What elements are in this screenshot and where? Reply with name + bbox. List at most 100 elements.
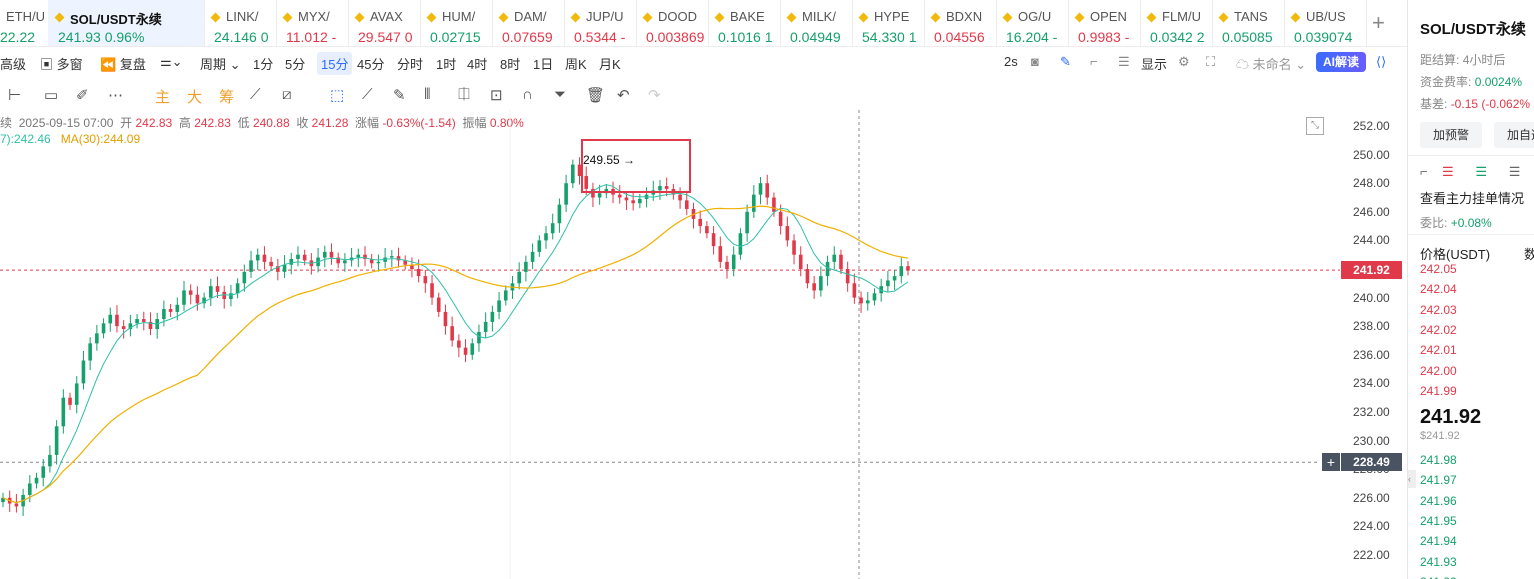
interval-button[interactable]: 月K (599, 57, 621, 72)
bid-price[interactable]: 241.97 (1420, 473, 1457, 488)
symbol-tab[interactable]: DAM/0.07659 (492, 0, 565, 46)
interval-button[interactable]: 8时 (500, 57, 521, 72)
symbol-tab[interactable]: MILK/0.04949 (780, 0, 853, 46)
ask-price[interactable]: 241.99 (1420, 383, 1457, 398)
symbol-tab[interactable]: MYX/11.012 - (276, 0, 349, 46)
ask-price[interactable]: 242.03 (1420, 302, 1457, 317)
candlestick-chart[interactable] (0, 110, 1407, 579)
interval-button[interactable]: 周K (565, 57, 587, 72)
refresh-rate[interactable]: 2s (1004, 54, 1018, 69)
interval-button[interactable]: 4时 (467, 57, 488, 72)
symbol-tab[interactable]: LINK/24.146 0 (204, 0, 277, 46)
candle-body (222, 291, 227, 300)
symbol-tab[interactable]: FLM/U 0.0342 2 (1140, 0, 1213, 46)
trash-icon[interactable]: 🗑 (586, 87, 606, 104)
fib-icon[interactable]: ✎ (393, 87, 406, 104)
symbol-tab[interactable]: AVAX 29.547 0 (348, 0, 421, 46)
symbol-tab[interactable]: HYPE 54.330 1 (852, 0, 925, 46)
bid-price[interactable]: 241.93 (1420, 554, 1457, 569)
ask-price[interactable]: 242.02 (1420, 322, 1457, 337)
orderbook-mode-icons[interactable]: ⌐ ☰ ☰ ☰ (1420, 164, 1521, 179)
period-dropdown[interactable]: 周期 ⌄ (200, 57, 241, 72)
symbol-tab[interactable]: JUP/U 0.5344 - (564, 0, 637, 46)
candle-body (255, 254, 260, 261)
candle-body (229, 293, 233, 300)
cursor-icon[interactable]: ⬚ (330, 87, 345, 104)
redo-icon[interactable]: ↷ (648, 87, 661, 104)
layout-dropdown[interactable]: ☁ 未命名 ⌄ (1236, 57, 1307, 72)
crosshair-add-icon[interactable]: + (1322, 453, 1340, 472)
add-watchlist-button[interactable]: 加自选 (1494, 122, 1534, 148)
settings-icon[interactable]: ⚙ (1178, 54, 1190, 69)
candle-body (738, 233, 743, 255)
symbol-tab[interactable]: HUM/0.02715 (420, 0, 493, 46)
bid-price[interactable]: 241.94 (1420, 534, 1457, 549)
magnet-icon[interactable]: ∩ (522, 86, 533, 103)
bid-price[interactable]: 241.98 (1420, 453, 1457, 467)
add-tab-icon[interactable]: + (1372, 10, 1385, 35)
note-icon[interactable]: ⌐ (1090, 54, 1098, 69)
depth-link[interactable]: 查看主力挂单情况 (1420, 191, 1525, 206)
symbol-tab[interactable]: ETH/U 22.22 (0, 0, 49, 46)
indicator-big[interactable]: 大 (187, 89, 203, 106)
coin-icon (1218, 12, 1229, 23)
text-icon[interactable]: ⊡ (490, 87, 503, 104)
bid-price[interactable]: 241.96 (1420, 493, 1457, 508)
interval-button[interactable]: 1时 (436, 57, 457, 72)
interval-button[interactable]: 1日 (533, 57, 554, 72)
list-icon[interactable]: ☰ (1118, 54, 1130, 69)
symbol-tab[interactable]: TANS 0.05085 (1212, 0, 1285, 46)
interval-button[interactable]: 1分 (253, 57, 274, 72)
trendline-icon[interactable]: ⟋ (362, 86, 373, 103)
symbol-tab[interactable]: BDXN 0.04556 (924, 0, 997, 46)
tab-price: 0.5344 - (574, 29, 626, 45)
more-icon[interactable]: ⋯ (108, 87, 123, 104)
horizontal-line-icon[interactable]: ⊢ (8, 87, 22, 104)
close-value: 241.28 (311, 116, 349, 130)
measure-icon[interactable]: ⟋ (250, 86, 261, 103)
symbol-tab[interactable]: SOL/USDT永续 241.93 0.96% (48, 0, 205, 46)
rectangle-icon[interactable]: ▭ (44, 87, 59, 104)
replay-button[interactable]: ⏪ 复盘 (100, 57, 146, 72)
pattern-icon[interactable]: ⦀ (424, 86, 431, 103)
pen-icon[interactable]: ✎ (1060, 54, 1071, 69)
indicator-chips[interactable]: 筹 (219, 89, 235, 106)
share-icon[interactable]: ⟨⟩ (1376, 54, 1387, 69)
advanced-button[interactable]: 高级 (0, 57, 27, 72)
filter-icon[interactable]: ⏷ (554, 86, 567, 103)
position-icon[interactable]: ⎅ (458, 86, 471, 103)
open-value: 242.83 (135, 116, 173, 130)
undo-icon[interactable]: ↶ (617, 87, 630, 104)
change-label: 涨幅 (355, 116, 380, 130)
symbol-tab[interactable]: OPEN 0.9983 - (1068, 0, 1141, 46)
ask-price[interactable]: 242.05 (1420, 262, 1457, 276)
candle-body (1, 497, 5, 503)
bid-price[interactable]: 241.95 (1420, 513, 1457, 528)
interval-button[interactable]: 15分 (317, 52, 353, 75)
add-alert-button[interactable]: 加预警 (1420, 122, 1482, 148)
interval-button[interactable]: 5分 (285, 57, 306, 72)
ask-price[interactable]: 242.01 (1420, 343, 1457, 358)
interval-button[interactable]: 45分 (357, 57, 385, 72)
bid-price[interactable]: 241.92 (1420, 575, 1457, 579)
symbol-tab[interactable]: UB/US 0.039074 (1284, 0, 1367, 46)
symbol-tab[interactable]: DOOD 0.003869 (636, 0, 709, 46)
fullscreen-icon[interactable]: ⛶ (1206, 54, 1216, 69)
multi-window-button[interactable]: ▣ 多窗 (40, 57, 83, 72)
ask-price[interactable]: 242.04 (1420, 282, 1457, 297)
tab-name: OG/U (1018, 9, 1052, 24)
ai-analysis-button[interactable]: AI解读 (1316, 52, 1366, 72)
indicator-main[interactable]: 主 (155, 89, 171, 106)
ruler-icon[interactable]: ⧄ (282, 86, 292, 103)
camera-icon[interactable]: ◙ (1031, 54, 1039, 69)
brush-icon[interactable]: ✐ (76, 87, 89, 104)
candle-body (819, 276, 823, 291)
ask-price[interactable]: 242.00 (1420, 363, 1457, 378)
display-button[interactable]: 显示 (1141, 57, 1168, 72)
collapse-handle-icon[interactable]: ‹ (1408, 470, 1416, 488)
symbol-tab[interactable]: BAKE 0.1016 1 (708, 0, 781, 46)
symbol-tab[interactable]: OG/U 16.204 - (996, 0, 1069, 46)
chart-type-button[interactable]: ⚌⌄ (160, 54, 183, 69)
zoom-reset-icon[interactable]: ⤡ (1306, 117, 1324, 135)
interval-button[interactable]: 分时 (397, 57, 424, 72)
